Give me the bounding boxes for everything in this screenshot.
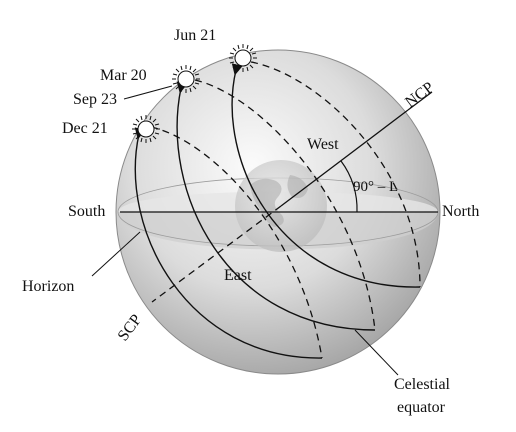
label-dec21: Dec 21: [62, 120, 108, 137]
sun-path-jun21-back: [250, 61, 421, 288]
polar-axis-front: [280, 109, 409, 207]
label-jun21: Jun 21: [174, 27, 216, 44]
polar-axis-back: [151, 205, 282, 303]
label-sep23: Sep 23: [73, 91, 117, 108]
sun-path-equinox-front: [176, 81, 376, 331]
label-horizon: Horizon: [22, 278, 74, 295]
polar-axis-ncp-extension: [407, 91, 433, 111]
label-mar20: Mar 20: [100, 67, 147, 84]
horizon-leader: [91, 231, 141, 277]
label-south: South: [68, 203, 105, 220]
celestial-equator-leader: [354, 329, 399, 376]
label-celestial-equator-2: equator: [397, 399, 446, 416]
sun-path-dec21-front: [134, 127, 323, 359]
label-scp: SCP: [115, 311, 146, 344]
earth-continents: [250, 175, 308, 227]
label-angle: 90° – L: [353, 179, 398, 195]
label-ncp: NCP: [402, 79, 437, 111]
sep23-leader: [123, 85, 173, 100]
label-north: North: [442, 203, 479, 220]
sun-path-equinox-back: [194, 79, 376, 331]
label-celestial-equator-1: Celestial: [394, 376, 451, 393]
sun-path-jun21-front: [231, 63, 421, 288]
sun-path-dec21-back: [150, 126, 323, 359]
angle-arc: [340, 160, 358, 213]
label-west: West: [307, 136, 339, 153]
label-east: East: [224, 267, 252, 284]
